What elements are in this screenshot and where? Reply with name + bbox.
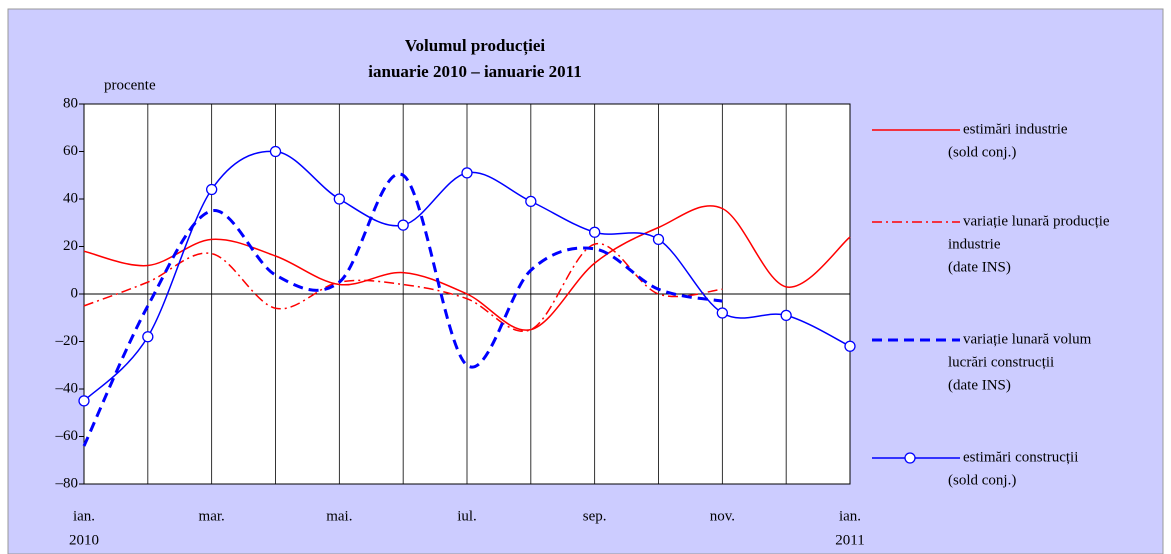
point-marker xyxy=(397,219,409,231)
point-marker xyxy=(269,145,282,158)
x-tick-label: ian. xyxy=(73,508,95,524)
y-tick-label: –60 xyxy=(55,428,79,444)
y-tick-label: 60 xyxy=(63,143,78,159)
point-marker xyxy=(78,395,90,407)
y-tick-label: 80 xyxy=(63,95,78,111)
x-tick-label: mai. xyxy=(326,508,352,524)
legend-label: variație lunară volum xyxy=(963,331,1092,347)
point-marker xyxy=(525,195,537,208)
y-tick-label: –20 xyxy=(55,333,79,349)
x-tick-label: ian. xyxy=(839,508,861,524)
legend-label: estimări industrie xyxy=(963,121,1068,137)
x-year-label: 2010 xyxy=(69,532,99,548)
chart-subtitle: ianuarie 2010 – ianuarie 2011 xyxy=(368,62,581,81)
legend-label: (date INS) xyxy=(948,377,1011,393)
y-tick-label: 40 xyxy=(63,190,78,206)
y-tick-label: 20 xyxy=(63,238,78,254)
x-tick-label: nov. xyxy=(710,508,735,524)
series-line xyxy=(83,205,851,331)
y-tick-label: –40 xyxy=(55,380,79,396)
point-marker xyxy=(206,183,218,196)
legend-label: (sold conj.) xyxy=(948,472,1016,488)
legend-label: lucrări construcții xyxy=(948,354,1054,370)
point-marker xyxy=(716,307,728,319)
point-marker xyxy=(333,193,345,205)
series-line xyxy=(82,172,723,447)
legend-label: (sold conj.) xyxy=(948,144,1016,160)
x-tick-label: mar. xyxy=(199,508,225,524)
y-axis-label: procente xyxy=(104,77,156,93)
legend-label: variație lunară producție xyxy=(963,213,1110,229)
point-marker xyxy=(461,167,473,179)
y-tick-label: 0 xyxy=(71,285,79,301)
x-year-label: 2011 xyxy=(835,532,864,548)
x-tick-label: sep. xyxy=(583,508,607,524)
legend-label: estimări construcții xyxy=(963,449,1078,465)
series-line xyxy=(83,243,723,332)
chart-title: Volumul producției xyxy=(405,36,546,56)
y-tick-label: –80 xyxy=(55,475,79,491)
legend-marker xyxy=(904,452,916,464)
legend-label: industrie xyxy=(948,236,1001,252)
point-marker xyxy=(780,309,792,322)
point-marker xyxy=(844,340,856,352)
point-marker xyxy=(142,331,154,343)
x-tick-label: iul. xyxy=(457,508,477,524)
legend-label: (date INS) xyxy=(948,259,1011,275)
point-marker xyxy=(589,226,601,238)
point-marker xyxy=(652,233,665,246)
